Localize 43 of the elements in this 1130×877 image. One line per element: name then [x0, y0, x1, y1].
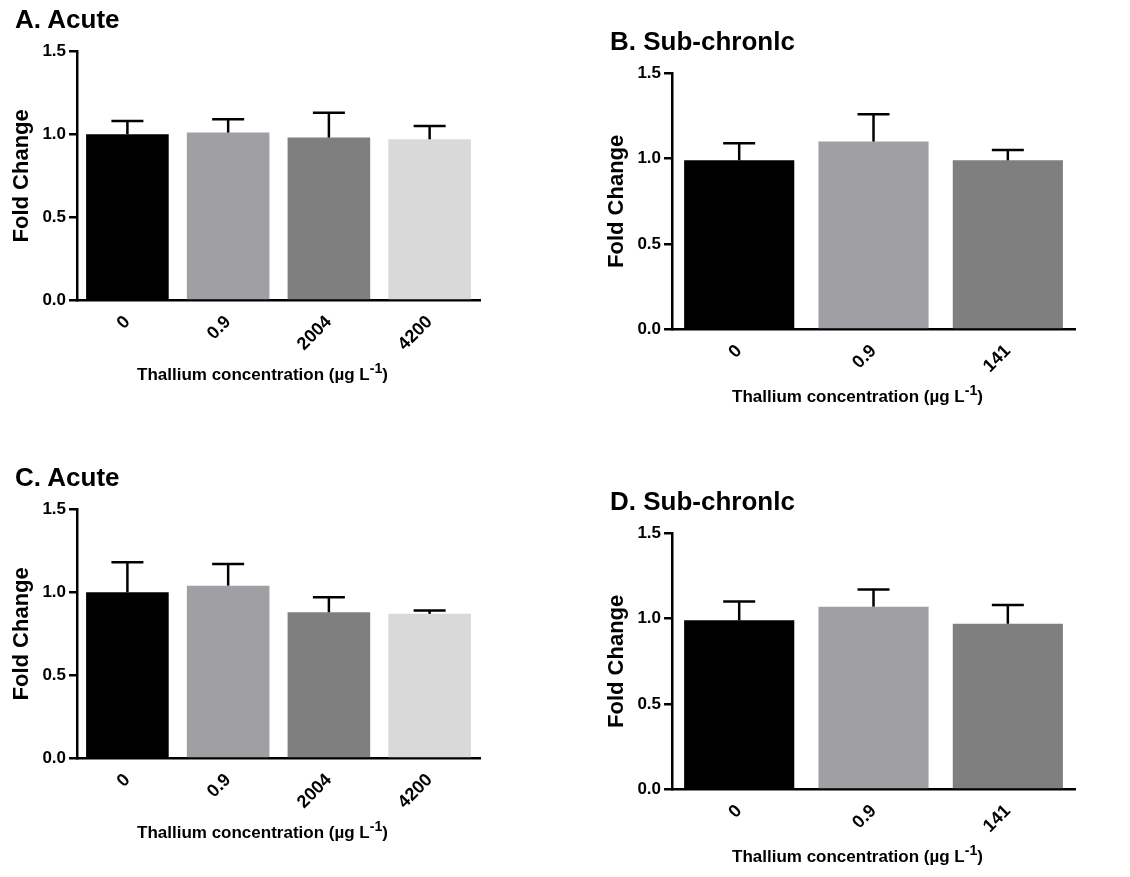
- y-tick-label: 1.5: [42, 498, 67, 518]
- x-tick-label: 141: [978, 800, 1015, 836]
- y-tick-label: 1.0: [637, 608, 662, 628]
- y-tick-label: 0.0: [42, 290, 67, 310]
- y-tick-label: 0.5: [42, 207, 67, 227]
- y-tick-label: 0.5: [42, 665, 67, 685]
- y-axis-title: Fold Change: [603, 594, 629, 728]
- y-axis-title: Fold Change: [603, 134, 629, 268]
- chart-title: B. Sub-chronlc: [610, 26, 796, 58]
- x-axis-title: Thallium concentration (µg L$^{-1}$): [136, 360, 389, 385]
- y-tick-label: 1.0: [637, 148, 662, 168]
- y-tick-label: 1.5: [637, 62, 662, 82]
- x-axis-title: Thallium concentration (µg L$^{-1}$): [731, 382, 984, 407]
- x-tick-label: 0: [724, 800, 746, 822]
- y-axis-title: Fold Change: [8, 567, 34, 701]
- x-tick-label: 0: [112, 311, 134, 333]
- chart-title: A. Acute: [15, 4, 121, 36]
- x-axis-title: Thallium concentration (µg L$^{-1}$): [731, 842, 984, 867]
- y-tick-label: 0.5: [637, 233, 662, 253]
- x-tick-label: 0.9: [848, 800, 880, 833]
- x-tick-label: 0.9: [202, 311, 235, 344]
- y-tick-label: 0.0: [637, 779, 662, 799]
- bar: [388, 613, 471, 758]
- x-tick-label: 0.9: [848, 340, 880, 373]
- y-tick-label: 1.5: [42, 40, 67, 60]
- y-tick-label: 1.5: [637, 522, 662, 542]
- x-axis-title: Thallium concentration (µg L$^{-1}$): [136, 818, 389, 843]
- x-tick-label: 0: [724, 340, 746, 362]
- bar: [818, 606, 929, 789]
- x-tick-label: 0.9: [202, 769, 235, 802]
- x-tick-label: 141: [978, 340, 1015, 376]
- chart-title: D. Sub-chronlc: [610, 486, 796, 518]
- bar: [952, 623, 1063, 789]
- y-axis-title: Fold Change: [8, 109, 34, 243]
- bar: [186, 585, 270, 758]
- x-tick-label: 0: [112, 769, 134, 791]
- y-tick-label: 0.5: [637, 693, 662, 713]
- y-tick-label: 1.0: [42, 123, 67, 143]
- y-tick-label: 0.0: [42, 748, 67, 768]
- chart-title: C. Acute: [15, 462, 121, 494]
- y-tick-label: 1.0: [42, 581, 67, 601]
- bar: [287, 612, 371, 758]
- y-tick-label: 0.0: [637, 319, 662, 339]
